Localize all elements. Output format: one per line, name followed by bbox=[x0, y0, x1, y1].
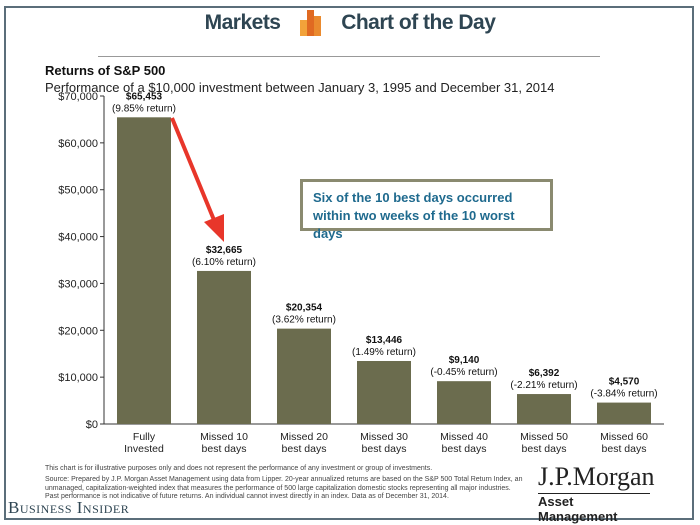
category-label: Missed 30 best days bbox=[360, 431, 408, 455]
category-label: Fully Invested bbox=[124, 431, 164, 455]
category-label: Missed 20 best days bbox=[280, 431, 328, 455]
return-label: (9.85% return) bbox=[112, 103, 176, 114]
value-label: $13,446 bbox=[366, 335, 403, 346]
disclaimer: This chart is for illustrative purposes … bbox=[45, 465, 433, 472]
red-arrowhead-icon bbox=[204, 214, 224, 242]
red-arrow bbox=[170, 117, 216, 221]
jpmorgan-sub: Asset Management bbox=[538, 493, 650, 524]
bar-chart-logo-icon bbox=[298, 10, 324, 36]
bar bbox=[117, 117, 171, 425]
return-label: (-3.84% return) bbox=[590, 389, 657, 400]
return-label: (1.49% return) bbox=[352, 347, 416, 358]
source-note: Source: Prepared by J.P. Morgan Asset Ma… bbox=[45, 476, 523, 500]
bar bbox=[277, 328, 331, 424]
y-tick-label: $30,000 bbox=[58, 278, 98, 290]
return-label: (-2.21% return) bbox=[510, 380, 577, 391]
return-label: (-0.45% return) bbox=[430, 367, 497, 378]
value-label: $20,354 bbox=[286, 303, 323, 314]
bar bbox=[517, 394, 571, 424]
jpmorgan-logo: J.P.Morgan bbox=[538, 462, 655, 491]
frame bbox=[4, 6, 694, 520]
return-label: (6.10% return) bbox=[192, 257, 256, 268]
y-tick-label: $70,000 bbox=[58, 91, 98, 103]
divider bbox=[98, 56, 600, 57]
value-label: $32,665 bbox=[206, 245, 243, 256]
header-markets: Markets bbox=[204, 11, 281, 34]
value-label: $4,570 bbox=[609, 377, 640, 388]
value-label: $65,453 bbox=[126, 91, 163, 102]
y-tick-label: $40,000 bbox=[58, 232, 98, 244]
return-label: (3.62% return) bbox=[272, 315, 336, 326]
header-chart-of-the-day: Chart of the Day bbox=[341, 11, 496, 34]
business-insider-logo: Business Insider bbox=[8, 498, 130, 517]
bar bbox=[597, 402, 651, 424]
y-tick-label: $20,000 bbox=[58, 325, 98, 337]
category-label: Missed 10 best days bbox=[200, 431, 248, 455]
category-label: Missed 50 best days bbox=[520, 431, 568, 455]
chart-title: Returns of S&P 500 bbox=[45, 63, 166, 78]
y-tick-label: $60,000 bbox=[58, 138, 98, 150]
bar bbox=[197, 270, 251, 424]
value-label: $6,392 bbox=[529, 368, 560, 379]
bar bbox=[357, 360, 411, 424]
chart-subtitle: Performance of a $10,000 investment betw… bbox=[45, 80, 555, 95]
bar bbox=[437, 381, 491, 424]
y-tick-label: $10,000 bbox=[58, 372, 98, 384]
category-label: Missed 60 best days bbox=[600, 431, 648, 455]
callout-box: Six of the 10 best days occurred within … bbox=[300, 179, 553, 241]
header: Markets Chart of the Day bbox=[0, 10, 700, 36]
value-label: $9,140 bbox=[449, 355, 480, 366]
y-tick-label: $50,000 bbox=[58, 185, 98, 197]
y-tick-label: $0 bbox=[86, 419, 98, 431]
category-label: Missed 40 best days bbox=[440, 431, 488, 455]
